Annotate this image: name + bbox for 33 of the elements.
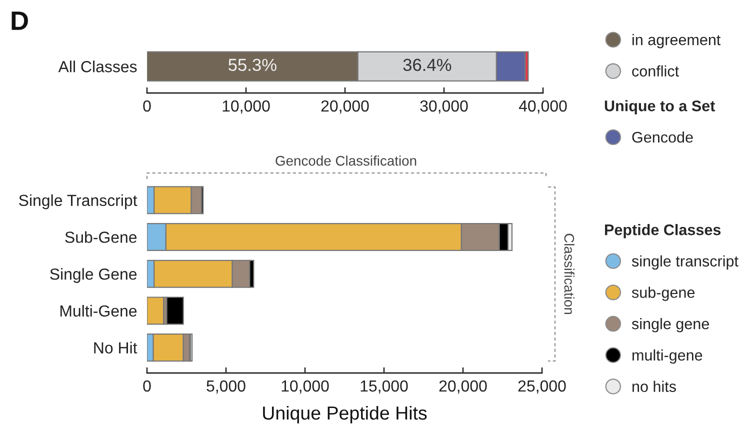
x-axis-title: Unique Peptide Hits — [263, 406, 427, 424]
annotation: 55.3% — [228, 58, 276, 72]
legend-label: sub-gene — [632, 286, 695, 301]
x-tick-label: 10,000 — [282, 380, 329, 394]
x-tick-label: 20,000 — [439, 380, 487, 394]
legend-label: multi-gene — [632, 349, 702, 364]
legend-title: Peptide Classes — [605, 224, 721, 238]
y-tick-label: No Hit — [94, 342, 138, 354]
text: Classification — [564, 234, 574, 314]
x-tick-label: 40,000 — [518, 100, 567, 114]
annotation: 36.4% — [403, 58, 452, 72]
y-tick-label: Single Transcript — [19, 194, 138, 210]
legend-title: Unique to a Set — [604, 100, 716, 114]
y-tick-label: Multi-Gene — [60, 304, 137, 317]
x-tick-label: 5,000 — [206, 380, 246, 394]
x-tick-label: 15,000 — [360, 380, 408, 394]
y-tick-label: All Classes — [58, 60, 137, 72]
y-tick-label: Sub-Gene — [65, 231, 137, 243]
x-tick-label: 20,000 — [321, 100, 369, 114]
text: D — [12, 12, 28, 30]
x-tick-label: 0 — [143, 380, 151, 392]
x-tick-label: 0 — [143, 100, 151, 112]
y-tick-label: Single Gene — [50, 268, 137, 283]
legend-label: conflict — [632, 65, 679, 77]
legend-label: single transcript — [632, 255, 738, 270]
x-tick-label: 30,000 — [420, 100, 468, 114]
text: Gencode Classification — [276, 156, 416, 166]
legend-label: single gene — [632, 318, 709, 332]
x-tick-label: 25,000 — [518, 380, 566, 394]
legend-label: no hits — [632, 380, 676, 392]
legend-label: in agreement — [632, 34, 721, 48]
legend-label: Gencode — [632, 131, 693, 143]
x-tick-label: 10,000 — [222, 100, 270, 114]
